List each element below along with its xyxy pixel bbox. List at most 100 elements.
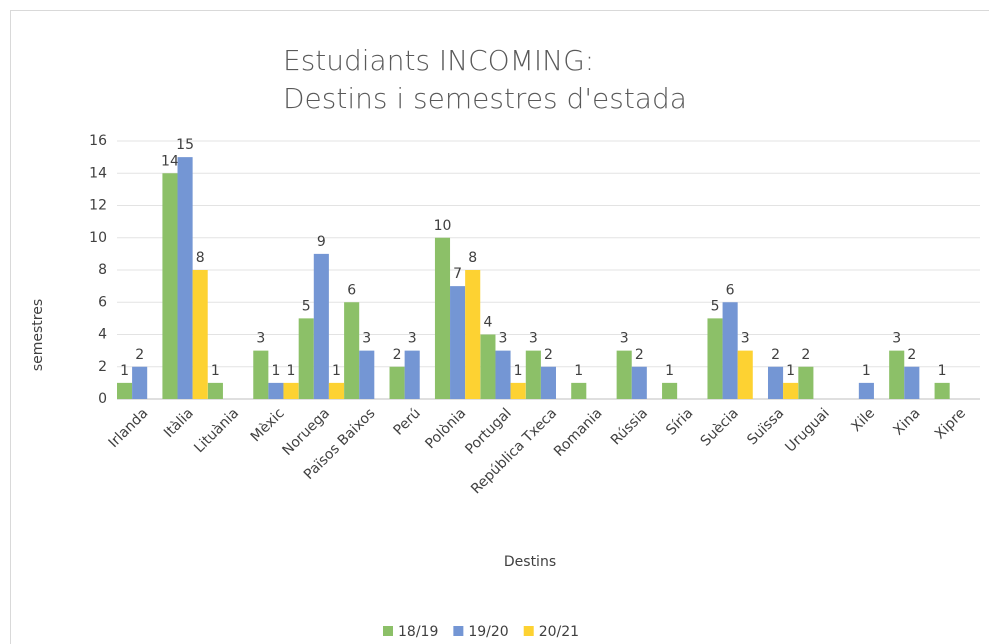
bar xyxy=(540,366,556,399)
x-tick-label: Xile xyxy=(848,405,878,435)
data-label: 3 xyxy=(499,331,508,347)
bar xyxy=(207,382,223,399)
data-label: 3 xyxy=(892,331,901,347)
bar xyxy=(132,366,148,399)
bar xyxy=(313,253,329,399)
data-label: 2 xyxy=(393,347,402,363)
data-label: 10 xyxy=(434,218,452,234)
x-tick-label: Perú xyxy=(391,405,424,438)
data-label: 3 xyxy=(362,331,371,347)
data-label: 3 xyxy=(256,331,265,347)
legend-label: 18/19 xyxy=(398,624,438,640)
data-label: 2 xyxy=(635,347,644,363)
data-label: 1 xyxy=(514,363,523,379)
y-tick-label: 14 xyxy=(89,165,107,181)
bar xyxy=(510,382,526,399)
data-label: 2 xyxy=(907,347,916,363)
data-label: 9 xyxy=(317,234,326,250)
bar xyxy=(707,318,723,399)
y-tick-label: 8 xyxy=(98,262,107,278)
y-tick-label: 10 xyxy=(89,230,107,246)
data-label: 1 xyxy=(574,363,583,379)
data-label: 2 xyxy=(544,347,553,363)
data-label: 1 xyxy=(287,363,296,379)
bar xyxy=(495,350,511,399)
data-label: 1 xyxy=(211,363,220,379)
chart-title: Destins i semestres d'estada xyxy=(283,82,687,115)
data-label: 1 xyxy=(665,363,674,379)
chart-border xyxy=(10,10,989,644)
data-label: 1 xyxy=(938,363,947,379)
data-label: 1 xyxy=(332,363,341,379)
x-tick-label: Suècia xyxy=(698,405,742,449)
bar xyxy=(889,350,905,399)
bar xyxy=(631,366,647,399)
legend-label: 20/21 xyxy=(539,624,579,640)
bar xyxy=(268,382,284,399)
legend-swatch xyxy=(383,626,393,636)
bar xyxy=(616,350,632,399)
y-tick-label: 4 xyxy=(98,327,107,343)
chart-title: Estudiants INCOMING: xyxy=(283,44,594,77)
data-label: 15 xyxy=(176,137,194,153)
bar xyxy=(298,318,314,399)
bar xyxy=(404,350,420,399)
bar xyxy=(904,366,920,399)
data-label: 1 xyxy=(271,363,280,379)
y-axis-label: semestres xyxy=(30,299,46,371)
data-label: 3 xyxy=(620,331,629,347)
y-tick-label: 16 xyxy=(89,133,107,149)
data-label: 5 xyxy=(711,298,720,314)
bar xyxy=(162,173,178,399)
x-tick-label: Xipre xyxy=(932,405,969,442)
data-label: 1 xyxy=(120,363,129,379)
x-tick-label: Xina xyxy=(890,405,923,438)
bar xyxy=(722,302,738,399)
bar xyxy=(450,286,466,399)
data-label: 4 xyxy=(483,315,492,331)
data-label: 8 xyxy=(468,250,477,266)
x-tick-label: Romania xyxy=(551,405,606,460)
y-tick-label: 12 xyxy=(89,198,107,214)
bar xyxy=(389,366,405,399)
bar xyxy=(525,350,541,399)
data-label: 3 xyxy=(529,331,538,347)
data-label: 5 xyxy=(302,298,311,314)
y-tick-label: 6 xyxy=(98,294,107,310)
data-label: 6 xyxy=(726,282,735,298)
data-label: 1 xyxy=(862,363,871,379)
bar xyxy=(117,382,133,399)
data-label: 2 xyxy=(801,347,810,363)
bar xyxy=(465,270,481,399)
x-tick-label: Síria xyxy=(663,405,696,438)
legend-label: 19/20 xyxy=(468,624,508,640)
data-label: 2 xyxy=(771,347,780,363)
data-label: 14 xyxy=(161,153,179,169)
bar xyxy=(662,382,678,399)
bar xyxy=(767,366,784,399)
bar xyxy=(934,382,950,399)
data-label: 1 xyxy=(786,363,795,379)
data-label: 7 xyxy=(453,266,462,282)
bar xyxy=(253,350,269,399)
y-tick-label: 2 xyxy=(98,359,107,375)
x-tick-label: Lituània xyxy=(191,405,242,456)
bar xyxy=(192,270,208,399)
data-label: 8 xyxy=(196,250,205,266)
bar xyxy=(434,237,451,399)
data-label: 3 xyxy=(741,331,750,347)
x-tick-label: Rússia xyxy=(608,405,651,448)
x-tick-label: Irlanda xyxy=(106,405,152,451)
bar xyxy=(344,302,360,399)
bar xyxy=(737,350,753,399)
x-tick-label: Mèxic xyxy=(248,405,288,445)
legend-swatch xyxy=(523,626,534,636)
bar xyxy=(858,382,874,399)
bar xyxy=(328,382,344,399)
bar xyxy=(177,157,193,399)
data-label: 2 xyxy=(135,347,144,363)
bar xyxy=(798,366,814,399)
x-tick-label: Uruguai xyxy=(782,405,832,455)
data-label: 6 xyxy=(347,282,356,298)
